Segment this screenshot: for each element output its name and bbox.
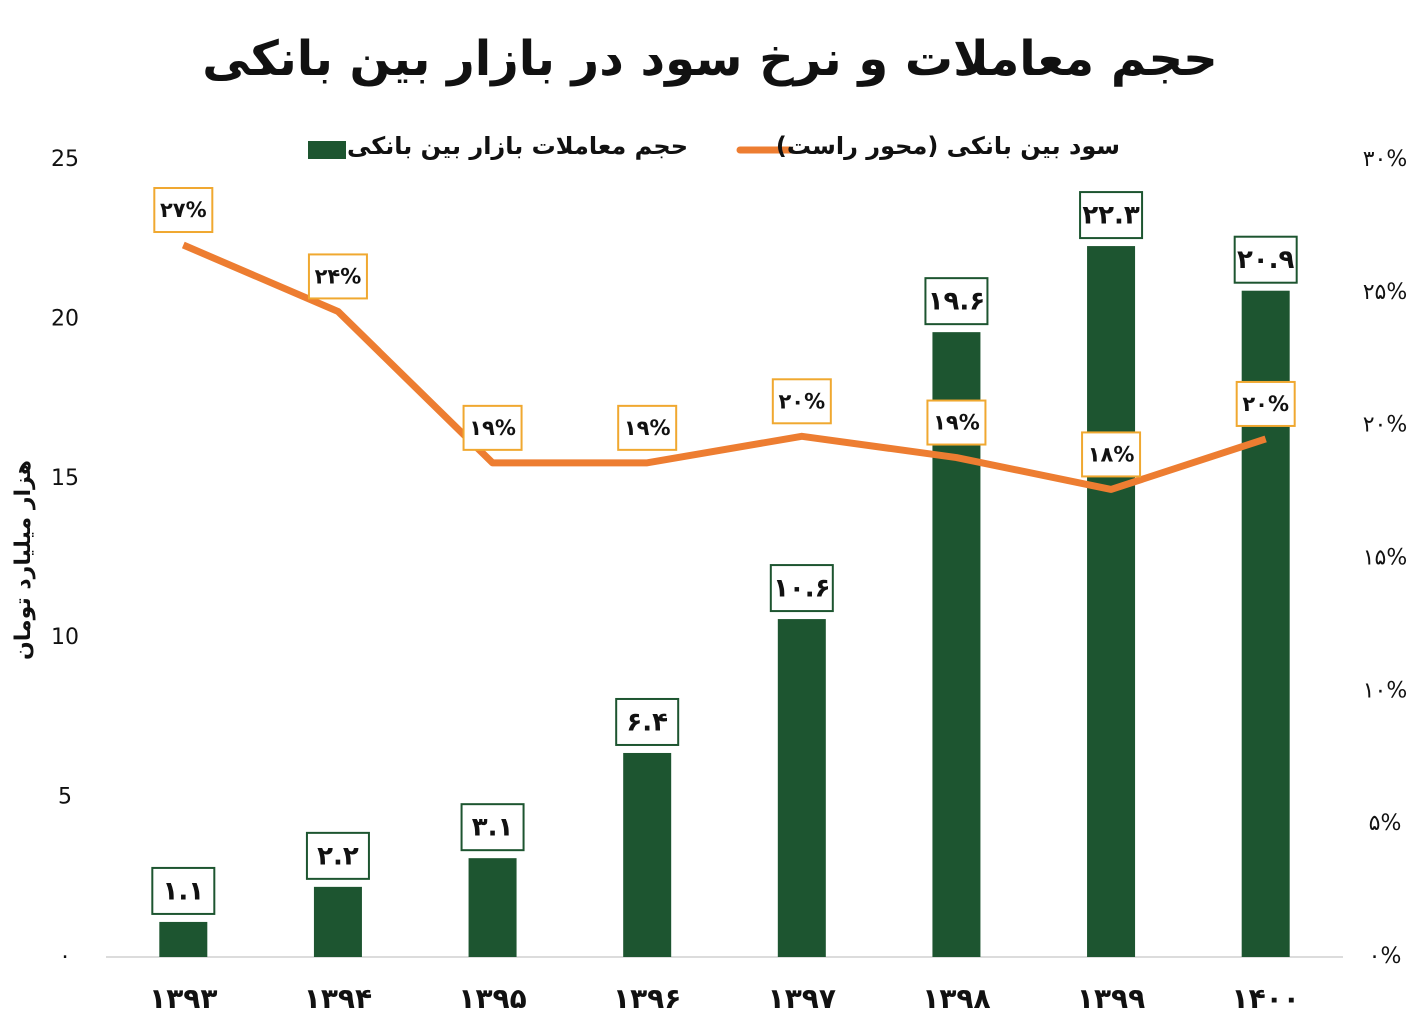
data-label-box bbox=[460, 803, 525, 852]
data-label: ۲۰.۹ bbox=[1237, 245, 1295, 275]
legend-label: حجم معاملات بازار بین بانکی bbox=[347, 132, 688, 160]
bar bbox=[159, 921, 208, 957]
x-tick-label: ۱۳۹۶ bbox=[613, 982, 681, 1015]
data-label-box bbox=[769, 564, 834, 613]
data-label: ۱۹% bbox=[469, 416, 516, 440]
legend-label: سود بین بانکی (محور راست) bbox=[776, 132, 1120, 160]
data-label: ۱۹% bbox=[624, 416, 671, 440]
x-tick-label: ۱۴۰۰ bbox=[1232, 982, 1300, 1015]
bar bbox=[468, 858, 517, 957]
y-tick-label: ۰% bbox=[1369, 944, 1402, 969]
bar bbox=[1087, 246, 1136, 958]
y-tick-label: 25 bbox=[51, 147, 79, 172]
data-label: ۲۰% bbox=[1242, 392, 1289, 416]
legend-swatch bbox=[308, 141, 346, 159]
data-label: ۱۰.۶ bbox=[773, 574, 830, 604]
data-label: ۱۸% bbox=[1088, 442, 1135, 466]
data-label-box bbox=[151, 866, 216, 915]
data-label-box bbox=[153, 187, 214, 234]
data-label: ۲۲.۳ bbox=[1082, 201, 1140, 231]
y-tick-label: 20 bbox=[51, 306, 79, 331]
data-label: ۶.۴ bbox=[626, 707, 668, 737]
chart-title: حجم معاملات و نرخ سود در بازار بین بانکی bbox=[202, 31, 1217, 87]
bar bbox=[313, 886, 362, 957]
x-tick-label: ۱۳۹۴ bbox=[304, 982, 372, 1015]
y-tick-label: ۲۰% bbox=[1363, 413, 1408, 438]
data-label-box bbox=[615, 697, 680, 746]
line bbox=[181, 241, 1267, 493]
data-label-box bbox=[926, 399, 987, 446]
data-label: ۳.۱ bbox=[472, 813, 514, 843]
data-label-box bbox=[305, 831, 370, 880]
data-label-box bbox=[1079, 191, 1144, 240]
y-tick-label: ۱۵% bbox=[1363, 546, 1408, 571]
y-tick-label: ۲۵% bbox=[1363, 280, 1408, 305]
bar bbox=[777, 619, 826, 957]
y-tick-label: ۳۰% bbox=[1363, 147, 1408, 172]
x-tick-label: ۱۳۹۳ bbox=[149, 982, 217, 1015]
x-tick-label: ۱۳۹۷ bbox=[768, 982, 836, 1015]
data-label: ۱۹% bbox=[933, 411, 980, 435]
data-label: ۱۹.۶ bbox=[928, 287, 985, 317]
y-axis-label: هزار میلیارد تومان bbox=[11, 460, 36, 660]
bar bbox=[623, 752, 672, 957]
data-label-box bbox=[1235, 380, 1296, 427]
y-tick-label: ۰ bbox=[59, 944, 71, 969]
y-tick-label: 5 bbox=[58, 785, 72, 810]
y-tick-label: 10 bbox=[51, 625, 79, 650]
data-label-box bbox=[1081, 431, 1142, 478]
data-label-box bbox=[771, 378, 832, 425]
x-tick-label: ۱۳۹۵ bbox=[458, 982, 526, 1015]
data-label-box bbox=[924, 277, 989, 326]
data-label: ۱.۱ bbox=[163, 876, 205, 906]
data-label: ۲۷% bbox=[160, 198, 207, 222]
y-tick-label: ۱۰% bbox=[1363, 678, 1408, 703]
x-tick-label: ۱۳۹۸ bbox=[922, 982, 990, 1015]
data-label-box bbox=[1233, 235, 1298, 284]
y-tick-label: ۵% bbox=[1369, 811, 1402, 836]
data-label: ۲۰% bbox=[778, 389, 825, 413]
data-label-box bbox=[462, 404, 523, 451]
data-label-box bbox=[617, 404, 678, 451]
data-label: ۲۴% bbox=[315, 264, 362, 288]
data-label-box bbox=[307, 253, 368, 300]
x-tick-label: ۱۳۹۹ bbox=[1077, 982, 1145, 1015]
y-tick-label: 15 bbox=[51, 466, 79, 491]
data-label: ۲.۲ bbox=[317, 841, 359, 871]
